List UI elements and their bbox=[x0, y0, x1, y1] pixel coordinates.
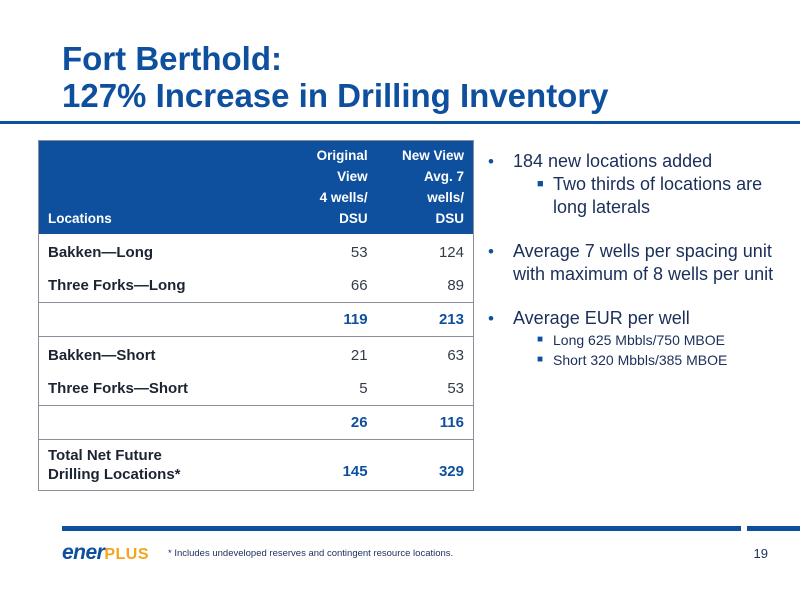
total-new-value: 329 bbox=[438, 463, 464, 480]
title-line-2: 127% Increase in Drilling Inventory bbox=[62, 77, 609, 114]
enerplus-logo: enerPLUS bbox=[62, 541, 150, 564]
row-label: Bakken—Short bbox=[48, 347, 156, 364]
bullet-item: • Average EUR per well ■ Long 625 Mbbls/… bbox=[488, 307, 788, 370]
square-bullet-icon: ■ bbox=[537, 334, 544, 345]
row-new-value: 53 bbox=[447, 380, 464, 397]
subtotal-new-value: 116 bbox=[376, 405, 474, 440]
row-original-value: 66 bbox=[350, 277, 368, 294]
title-divider bbox=[0, 121, 800, 124]
row-label bbox=[38, 405, 275, 440]
bullet-item: • 184 new locations added ■ Two thirds o… bbox=[488, 150, 788, 219]
table-row: Bakken—Short 21 63 bbox=[39, 337, 474, 373]
bullet-list: • 184 new locations added ■ Two thirds o… bbox=[488, 150, 788, 391]
footnote: * Includes undeveloped reserves and cont… bbox=[168, 548, 454, 559]
sub-bullet-list: ■ Long 625 Mbbls/750 MBOE ■ Short 320 Mb… bbox=[513, 330, 788, 370]
row-original-value: 21 bbox=[350, 347, 368, 364]
subtotal-original-value: 26 bbox=[275, 405, 377, 440]
footer-divider-gap bbox=[741, 526, 747, 531]
header-new-view: New View Avg. 7 wells/ DSU bbox=[376, 140, 474, 234]
subtotal-original-value: 119 bbox=[275, 302, 377, 337]
sub-bullet-item: ■ Long 625 Mbbls/750 MBOE bbox=[537, 332, 725, 348]
subtotal-row-long: 119 213 bbox=[38, 302, 474, 337]
page-number: 19 bbox=[753, 546, 768, 561]
sub-bullet-item: ■ Short 320 Mbbls/385 MBOE bbox=[537, 352, 728, 368]
row-label: Bakken—Long bbox=[48, 244, 154, 261]
header-original-view: Original View 4 wells/ DSU bbox=[275, 140, 377, 234]
sub-bullet-item: ■ Two thirds of locations are long later… bbox=[537, 174, 763, 217]
page-title: Fort Berthold: 127% Increase in Drilling… bbox=[62, 40, 609, 114]
subtotal-row-short: 26 116 bbox=[38, 405, 474, 440]
title-line-1: Fort Berthold: bbox=[62, 40, 282, 77]
bullet-dot-icon: • bbox=[488, 152, 494, 171]
row-original-value: 53 bbox=[350, 244, 368, 261]
bullet-dot-icon: • bbox=[488, 242, 494, 261]
table-row: Bakken—Long 53 124 bbox=[39, 234, 474, 269]
square-bullet-icon: ■ bbox=[537, 178, 544, 190]
row-label bbox=[38, 302, 275, 337]
row-new-value: 89 bbox=[447, 277, 464, 294]
row-new-value: 124 bbox=[438, 244, 464, 261]
table-row: Three Forks—Long 66 89 bbox=[39, 269, 474, 303]
row-label: Three Forks—Short bbox=[48, 380, 189, 397]
drilling-locations-table: Locations Original View 4 wells/ DSU New… bbox=[38, 140, 474, 491]
table-row: Three Forks—Short 5 53 bbox=[39, 372, 474, 406]
bullet-dot-icon: • bbox=[488, 309, 494, 328]
row-new-value: 63 bbox=[447, 347, 464, 364]
footer-divider bbox=[62, 526, 800, 531]
row-original-value: 5 bbox=[359, 380, 368, 397]
total-original-value: 145 bbox=[342, 463, 368, 480]
bullet-item: • Average 7 wells per spacing unit with … bbox=[488, 241, 774, 284]
table-header-row: Locations Original View 4 wells/ DSU New… bbox=[38, 140, 474, 234]
row-label: Three Forks—Long bbox=[48, 277, 186, 294]
subtotal-new-value: 213 bbox=[376, 302, 474, 337]
total-label: Total Net Future Drilling Locations* bbox=[48, 447, 181, 483]
header-locations: Locations bbox=[38, 140, 275, 234]
total-row: Total Net Future Drilling Locations* 145… bbox=[39, 440, 474, 491]
square-bullet-icon: ■ bbox=[537, 354, 544, 365]
sub-bullet-list: ■ Two thirds of locations are long later… bbox=[513, 173, 788, 219]
